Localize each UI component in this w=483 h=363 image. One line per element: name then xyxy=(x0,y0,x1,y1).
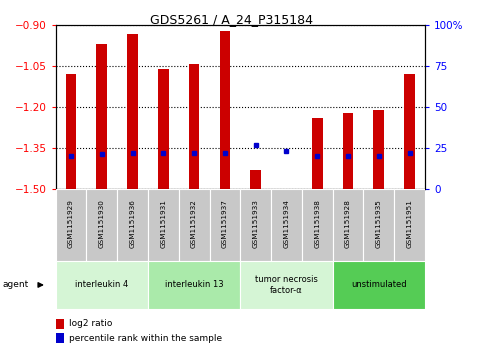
Bar xyxy=(66,74,76,189)
Bar xyxy=(404,74,415,189)
Bar xyxy=(189,64,199,189)
Bar xyxy=(148,261,241,309)
Bar xyxy=(394,189,425,261)
Text: GSM1151931: GSM1151931 xyxy=(160,199,166,248)
Bar xyxy=(210,189,240,261)
Bar xyxy=(271,189,302,261)
Bar xyxy=(342,113,354,189)
Text: GSM1151928: GSM1151928 xyxy=(345,199,351,248)
Text: GDS5261 / A_24_P315184: GDS5261 / A_24_P315184 xyxy=(150,13,313,26)
Bar xyxy=(127,33,138,189)
Bar xyxy=(312,118,323,189)
Bar xyxy=(179,189,210,261)
Bar xyxy=(158,69,169,189)
Bar xyxy=(56,319,64,329)
Text: GSM1151929: GSM1151929 xyxy=(68,199,74,248)
Bar xyxy=(364,189,394,261)
Bar xyxy=(96,44,107,189)
Text: agent: agent xyxy=(2,281,28,289)
Text: GSM1151932: GSM1151932 xyxy=(191,199,197,248)
Text: interleukin 4: interleukin 4 xyxy=(75,281,128,289)
Text: GSM1151934: GSM1151934 xyxy=(284,199,289,248)
Bar xyxy=(86,189,117,261)
Bar xyxy=(56,333,64,343)
Text: interleukin 13: interleukin 13 xyxy=(165,281,224,289)
Text: GSM1151936: GSM1151936 xyxy=(129,199,136,248)
Bar xyxy=(302,189,333,261)
Text: GSM1151951: GSM1151951 xyxy=(407,199,412,248)
Bar xyxy=(219,31,230,189)
Text: GSM1151930: GSM1151930 xyxy=(99,199,105,248)
Bar xyxy=(56,261,148,309)
Text: GSM1151937: GSM1151937 xyxy=(222,199,228,248)
Text: unstimulated: unstimulated xyxy=(351,281,407,289)
Bar xyxy=(250,170,261,189)
Text: GSM1151933: GSM1151933 xyxy=(253,199,259,248)
Bar xyxy=(240,189,271,261)
Bar xyxy=(56,189,86,261)
Bar xyxy=(240,261,333,309)
Text: GSM1151938: GSM1151938 xyxy=(314,199,320,248)
Bar xyxy=(117,189,148,261)
Bar xyxy=(148,189,179,261)
Text: log2 ratio: log2 ratio xyxy=(69,319,112,329)
Bar xyxy=(333,189,364,261)
Bar xyxy=(373,110,384,189)
Text: tumor necrosis
factor-α: tumor necrosis factor-α xyxy=(255,275,318,295)
Text: GSM1151935: GSM1151935 xyxy=(376,199,382,248)
Bar xyxy=(333,261,425,309)
Text: percentile rank within the sample: percentile rank within the sample xyxy=(69,334,222,343)
